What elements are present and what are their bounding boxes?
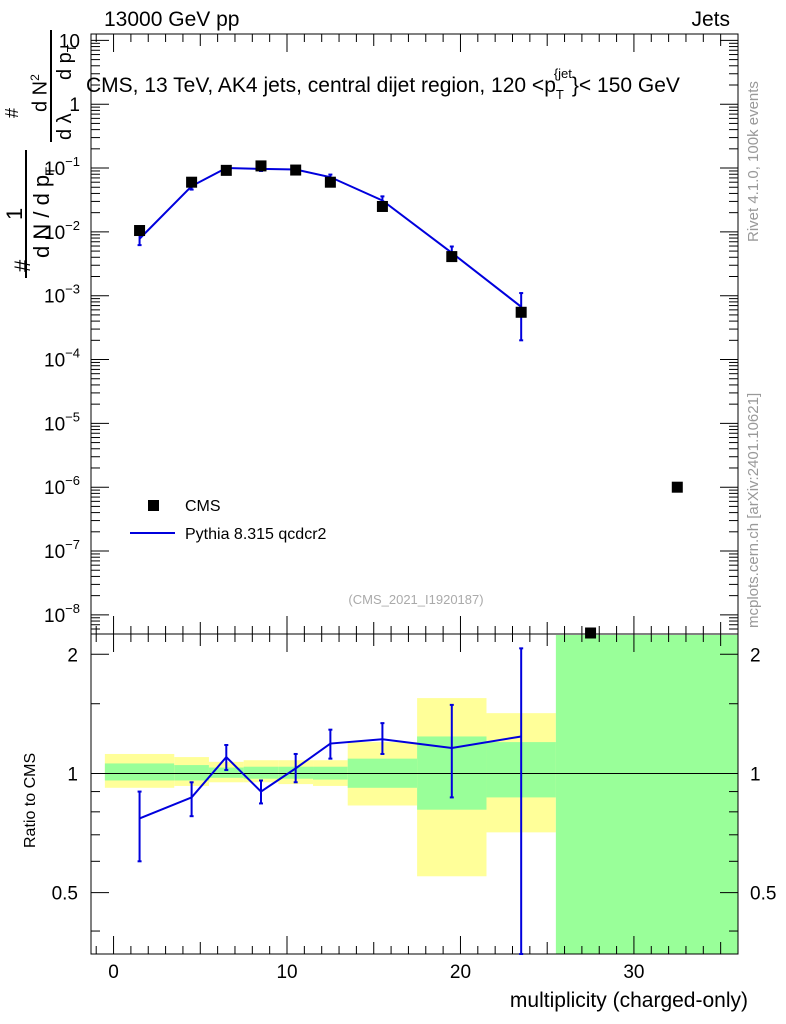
ratio-band-green-0 (104, 763, 175, 781)
main-y-tick-exp-5: −4 (65, 346, 80, 361)
main-y-tick-label-8: 10−7 (44, 537, 80, 563)
main-y-tick-exp-3: −2 (65, 218, 80, 233)
y-axis-label-hash: # (10, 259, 35, 272)
main-y-tick-label-2: 10−1 (44, 154, 80, 180)
rivet-version-label: Rivet 4.1.0, 100k events (745, 81, 762, 242)
mcplots-label: mcplots.cern.ch [arXiv:2401.10621] (745, 392, 762, 628)
y-axis-label-lower-d: d λ (54, 113, 76, 140)
main-y-tick-label-5: 10−4 (44, 346, 80, 372)
main-marks (134, 160, 683, 639)
ratio-band-green-3 (243, 766, 279, 779)
pythia-line (138, 167, 522, 308)
ratio-bands (104, 635, 738, 954)
main-y-tick-base-0: 10 (59, 31, 80, 52)
chart-title-text: CMS, 13 TeV, AK4 jets, central dijet reg… (86, 74, 556, 97)
main-y-tick-base-8: 10 (44, 542, 65, 563)
cms-marker-1 (186, 176, 198, 188)
main-y-tick-base-2: 10 (44, 159, 65, 180)
main-y-tick-label-3: 10−2 (44, 218, 80, 244)
chart-title-sub: T (556, 87, 564, 102)
ratio-marks (137, 647, 524, 955)
chart-title: CMS, 13 TeV, AK4 jets, central dijet reg… (86, 66, 680, 102)
main-y-tick-exp-7: −6 (65, 473, 80, 488)
ratio-x-tick-label-3: 30 (623, 962, 644, 983)
analysis-annotation: (CMS_2021_I1920187) (348, 592, 483, 607)
cms-marker-6 (376, 200, 388, 212)
main-y-tick-label-9: 10−8 (44, 601, 80, 627)
y-axis-label-den-sub: T (42, 166, 58, 175)
ratio-x-tick-label-0: 0 (108, 962, 119, 983)
y-axis-label-lower-sub: T (64, 44, 79, 53)
ratio-y-tick-label-left-2: 2 (67, 645, 78, 666)
cms-marker-8 (515, 306, 527, 318)
chart-title-tail: }< 150 GeV (572, 74, 680, 97)
main-y-tick-base-6: 10 (44, 414, 65, 435)
ratio-frame (90, 633, 739, 955)
legend-label-cms: CMS (185, 498, 221, 515)
legend-label-pythia: Pythia 8.315 qcdcr2 (185, 526, 327, 543)
main-y-tick-exp-8: −7 (65, 537, 80, 552)
header-right: Jets (691, 8, 730, 31)
y-axis-label-num-sup: 2 (28, 74, 42, 81)
main-y-tick-exp-2: −1 (65, 154, 80, 169)
main-y-tick-base-5: 10 (44, 351, 65, 372)
y-axis-label-lower-p: d pT (54, 44, 79, 80)
main-y-tick-base-3: 10 (44, 223, 65, 244)
cms-marker-7 (446, 251, 458, 263)
main-y-tick-label-6: 10−5 (44, 409, 80, 435)
main-y-tick-label-1: 1 (69, 95, 80, 116)
ratio-band-green-1 (174, 765, 209, 781)
ratio-y-tick-label-right-1: 1 (750, 764, 761, 785)
main-y-tick-base-1: 1 (69, 95, 80, 116)
cms-marker-4 (290, 164, 302, 176)
ratio-x-tick-label-1: 10 (276, 962, 297, 983)
cms-marker-0 (134, 225, 146, 237)
cms-marker-9 (585, 627, 597, 639)
ratio-band-green-2 (208, 767, 244, 778)
legend: CMS Pythia 8.315 qcdcr2 (130, 498, 327, 543)
x-axis-label: multiplicity (charged-only) (510, 989, 748, 1012)
main-y-tick-label-0: 10 (59, 31, 80, 52)
chart-title-sup: {jet (554, 66, 572, 81)
cms-marker-5 (324, 176, 336, 188)
main-y-tick-exp-6: −5 (65, 409, 80, 424)
y-axis-label-lower: d λ (54, 113, 77, 140)
main-y-tick-base-7: 10 (44, 478, 65, 499)
cms-marker-10 (671, 481, 683, 493)
main-y-tick-exp-4: −3 (65, 282, 80, 297)
main-y-tick-base-9: 10 (44, 606, 65, 627)
main-y-tick-base-4: 10 (44, 287, 65, 308)
y-axis-label-den-text: d N / d p (29, 174, 54, 258)
ratio-y-tick-label-right-0: 0.5 (750, 884, 776, 905)
main-y-tick-label-7: 10−6 (44, 473, 80, 499)
ratio-x-tick-label-2: 20 (450, 962, 471, 983)
y-axis-label-num-text: d N (29, 80, 52, 112)
main-y-tick-label-4: 10−3 (44, 282, 80, 308)
ratio-y-tick-label-left-1: 1 (67, 764, 78, 785)
cms-marker-2 (220, 164, 232, 176)
main-y-tick-exp-9: −8 (65, 601, 80, 616)
ratio-band-green-9 (555, 635, 738, 954)
y-axis-fraction-bar (25, 150, 27, 278)
header-left: 13000 GeV pp (104, 8, 240, 31)
legend-marker-cms (148, 500, 159, 511)
y-axis-inner-bar (50, 30, 52, 142)
y-axis-label-den: d N / d pT (29, 167, 57, 258)
ratio-y-tick-label-right-2: 2 (750, 645, 761, 666)
y-axis-label-num: d N2 (28, 74, 53, 112)
y-axis-label-hash2: # (2, 107, 22, 118)
ratio-y-tick-label-left-0: 0.5 (52, 884, 78, 905)
cms-marker-3 (255, 160, 267, 172)
main-frame (90, 33, 739, 635)
ratio-y-label: Ratio to CMS (22, 752, 39, 848)
